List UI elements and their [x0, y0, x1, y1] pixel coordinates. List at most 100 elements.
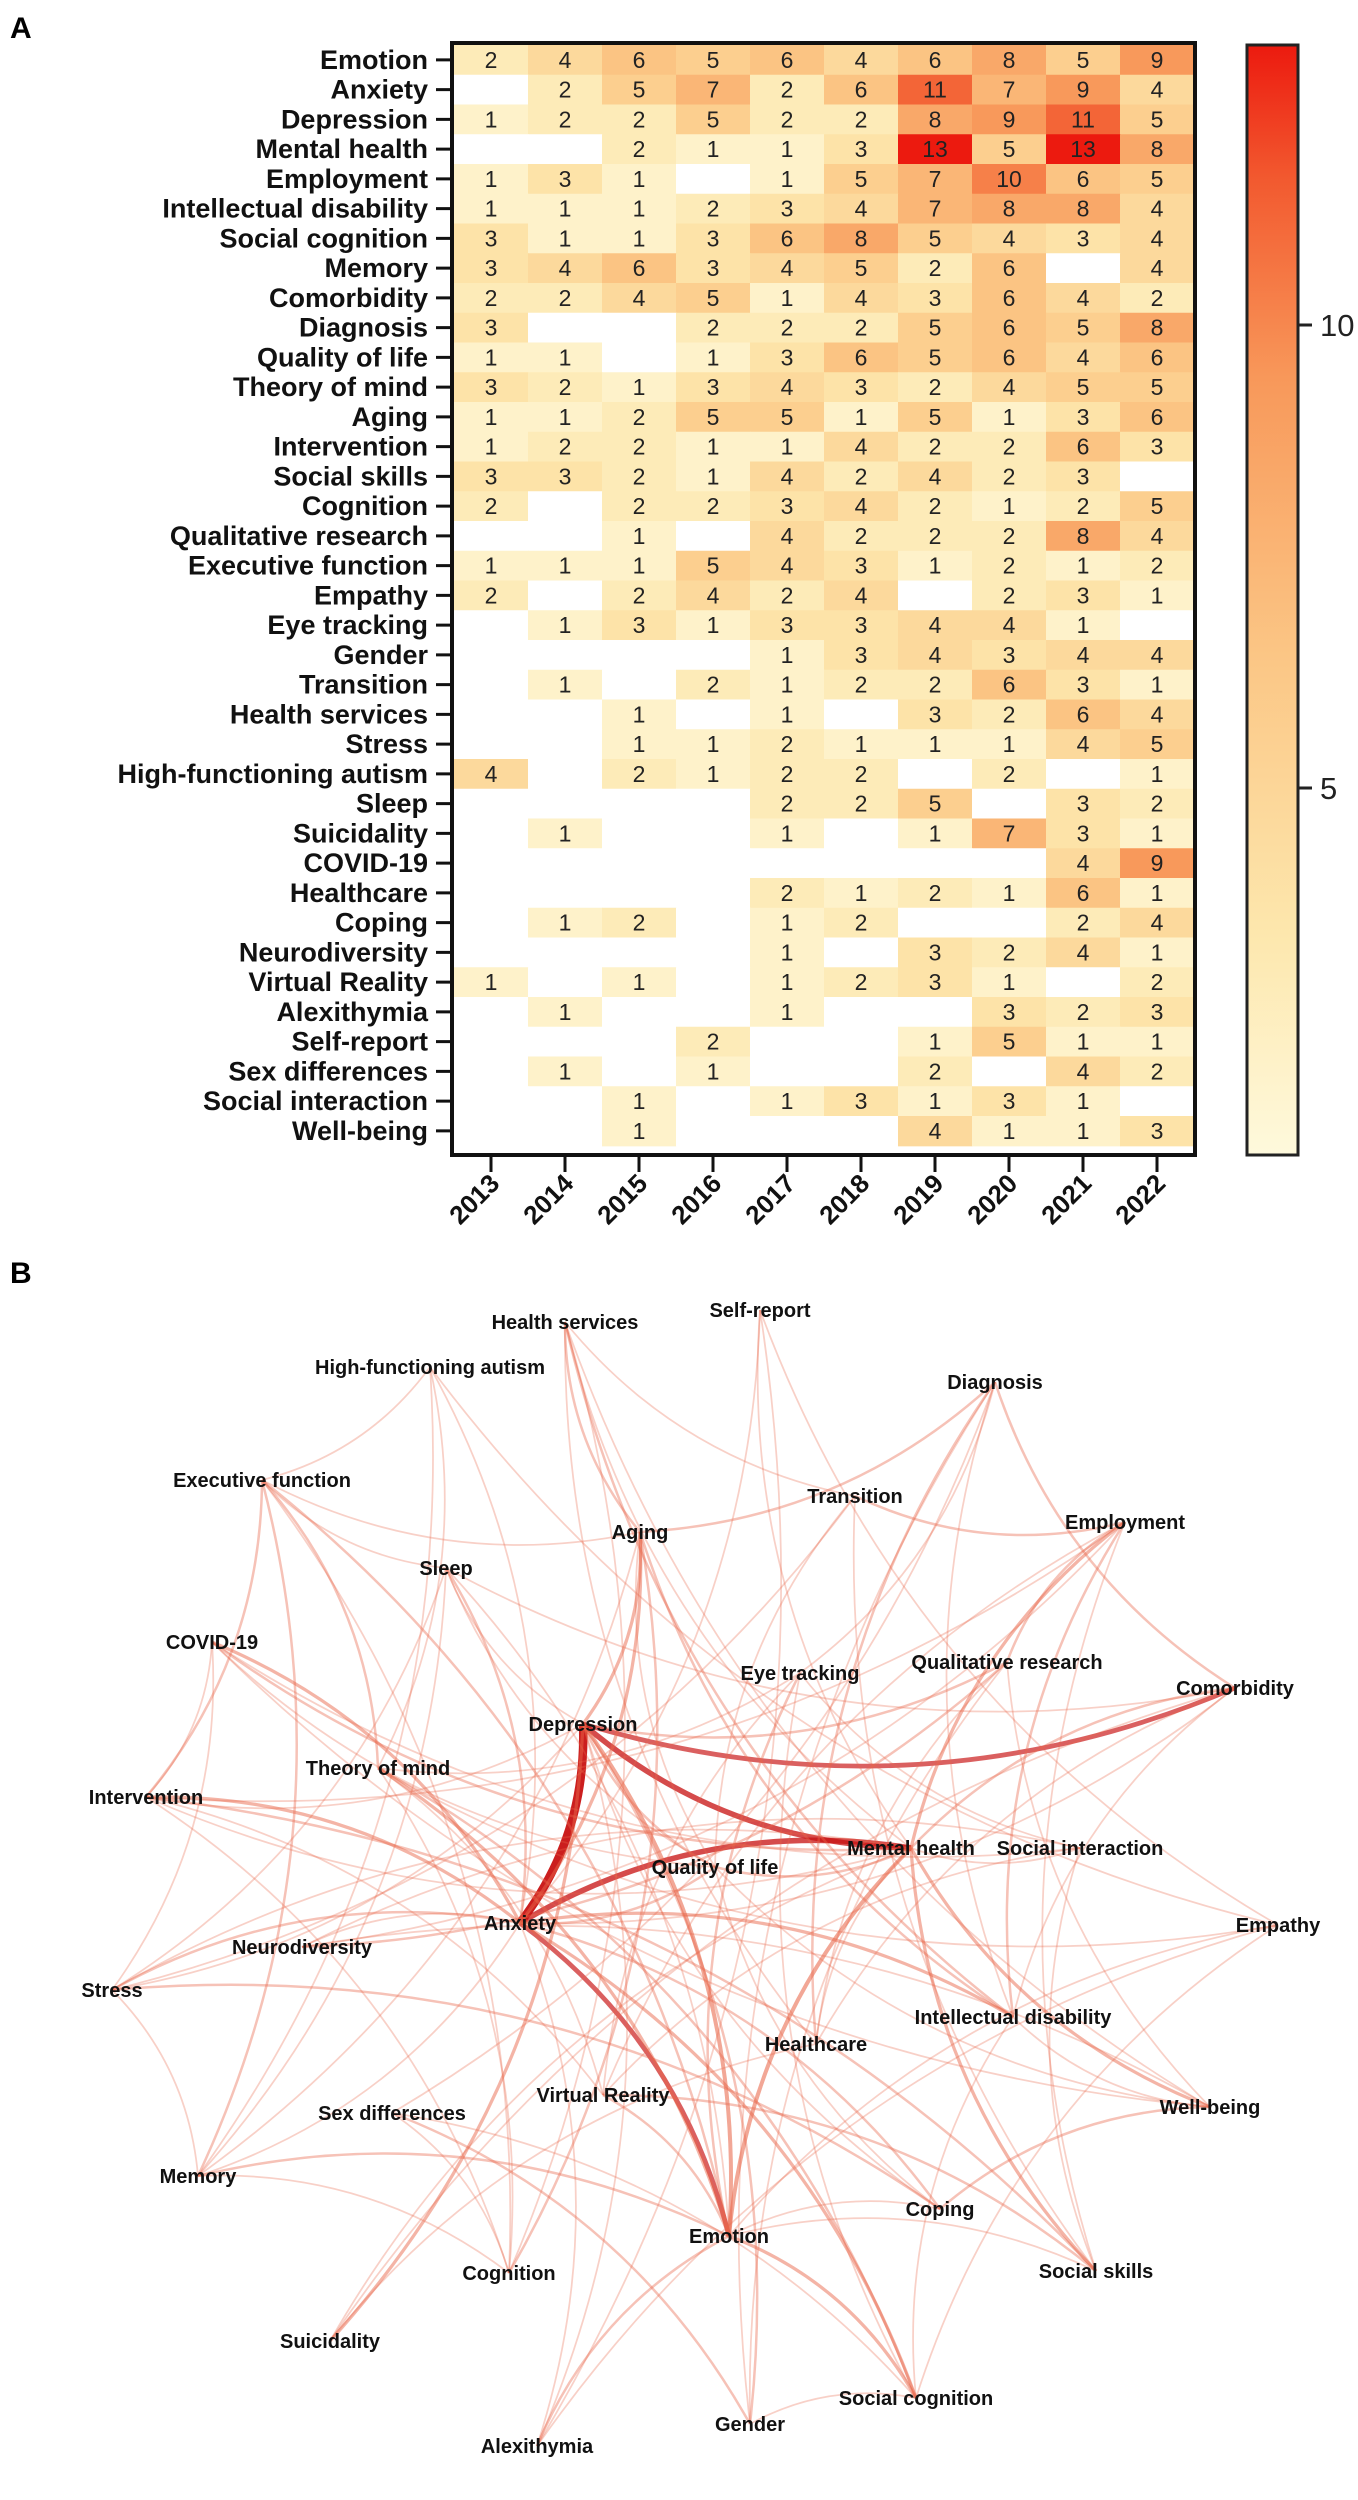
heatmap-cell: [454, 402, 529, 433]
heatmap-cell: [676, 74, 751, 106]
cell-value: 6: [1151, 404, 1164, 430]
edge-social-cognition-intellectual-disability: [912, 2016, 1014, 2399]
heatmap-frame: [450, 41, 1197, 1157]
cell-value: 2: [855, 791, 868, 817]
cell-value: 6: [633, 255, 646, 281]
heatmap-cell: [824, 699, 899, 730]
heatmap-cell: [972, 1086, 1047, 1117]
cell-value: 3: [929, 939, 942, 965]
heatmap-cell: [454, 580, 529, 611]
cell-value: 1: [707, 434, 720, 460]
heatmap-cell: [1046, 788, 1121, 820]
heatmap-cell: [1120, 878, 1195, 909]
heatmap-cell: [602, 788, 677, 820]
heatmap-cell: [750, 967, 825, 998]
cell-value: 1: [707, 1058, 720, 1084]
edge-covid-19-mental-health: [211, 1640, 912, 1852]
cell-value: 2: [781, 106, 794, 132]
cell-value: 5: [1077, 315, 1090, 341]
heatmap-cell: [602, 164, 677, 195]
cell-value: 3: [855, 374, 868, 400]
row-label-gender: Gender: [333, 640, 428, 670]
cell-value: 6: [781, 47, 794, 73]
heatmap-cell: [602, 907, 677, 939]
row-label-eye-tracking: Eye tracking: [267, 610, 428, 640]
cell-value: 3: [781, 493, 794, 519]
cell-value: 1: [1151, 820, 1164, 846]
edge-emotion-theory-of-mind: [377, 1766, 731, 2237]
cell-value: 3: [855, 642, 868, 668]
cell-value: 1: [707, 612, 720, 638]
heatmap-cell: [602, 461, 677, 492]
cell-value: 2: [1151, 285, 1164, 311]
heatmap-cell: [824, 45, 899, 76]
heatmap-cell: [898, 818, 973, 849]
heatmap-cell: [1046, 907, 1121, 939]
heatmap-cell: [528, 967, 603, 998]
cell-value: 4: [781, 374, 794, 400]
heatmap-cell: [454, 491, 529, 522]
heatmap-cell: [1120, 1026, 1195, 1058]
heatmap-cell: [454, 134, 529, 165]
heatmap-cell: [676, 45, 751, 76]
heatmap-cell: [898, 283, 973, 314]
edge-virtual-reality-employment: [602, 1521, 1126, 2096]
cell-value: 1: [929, 1029, 942, 1055]
edge-sleep-memory: [197, 1567, 447, 2177]
heatmap-cell: [528, 45, 603, 76]
edge-anxiety-memory: [197, 1922, 521, 2177]
cell-value: 3: [1077, 791, 1090, 817]
heatmap-cell: [1046, 759, 1121, 790]
heatmap-cell: [1046, 848, 1121, 879]
cell-value: 4: [781, 255, 794, 281]
heatmap-cell: [1120, 193, 1195, 225]
cell-value: 4: [855, 285, 868, 311]
row-label-stress: Stress: [345, 729, 428, 759]
heatmap-cell: [676, 788, 751, 820]
row-label-memory: Memory: [324, 253, 428, 283]
year-label-2013: 2013: [443, 1168, 505, 1230]
heatmap-cell: [528, 431, 603, 463]
heatmap-cell: [676, 372, 751, 403]
cell-value: 6: [781, 225, 794, 251]
edge-depression-suicidality: [328, 1723, 585, 2343]
heatmap-cell: [824, 402, 899, 433]
node-label-stress: Stress: [81, 1980, 142, 2002]
heatmap-cell: [824, 550, 899, 582]
edge-sleep-quality-of-life: [445, 1567, 716, 1868]
cell-value: 2: [1003, 582, 1016, 608]
cell-value: 2: [1151, 969, 1164, 995]
edge-emotion-social-skills: [728, 2217, 1097, 2272]
edge-suicidality-comorbidity: [329, 1687, 1236, 2342]
edge-anxiety-stress: [111, 1910, 521, 1992]
row-label-anxiety: Anxiety: [330, 75, 428, 105]
heatmap-cell: [602, 580, 677, 611]
heatmap-cell: [750, 1116, 825, 1147]
panel-a-letter: A: [10, 12, 32, 45]
cell-value: 2: [929, 434, 942, 460]
cell-value: 2: [781, 582, 794, 608]
edge-self-report-anxiety: [519, 1309, 761, 1924]
heatmap-values: 2 4 6 5 6 4 6 8 5 92 5 7 2 6 11 7 9 41 2 2 5 2 2 8 9 11 52 1 1 3 13 5 13…: [485, 47, 1164, 1144]
heatmap-cell: [750, 729, 825, 760]
cell-value: 4: [1151, 255, 1164, 281]
cell-value: 3: [1151, 1118, 1164, 1144]
heatmap-cell: [528, 253, 603, 284]
cell-value: 2: [929, 1058, 942, 1084]
cell-value: 1: [633, 374, 646, 400]
cell-value: 4: [781, 463, 794, 489]
node-label-high-functioning-autism: High-functioning autism: [315, 1357, 545, 1379]
row-label-neurodiversity: Neurodiversity: [239, 937, 428, 967]
heatmap-cell: [1120, 402, 1195, 433]
cell-value: 2: [707, 1029, 720, 1055]
heatmap-cell: [824, 759, 899, 790]
edge-covid-19-stress: [111, 1641, 215, 1991]
edge-emotion-social-cognition: [728, 2234, 918, 2399]
heatmap-cell: [1120, 491, 1195, 522]
heatmap-cell: [972, 164, 1047, 195]
cell-value: 1: [781, 910, 794, 936]
cell-value: 1: [1151, 939, 1164, 965]
heatmap-cell: [1046, 729, 1121, 760]
cell-value: 4: [855, 434, 868, 460]
heatmap-cell: [676, 253, 751, 284]
